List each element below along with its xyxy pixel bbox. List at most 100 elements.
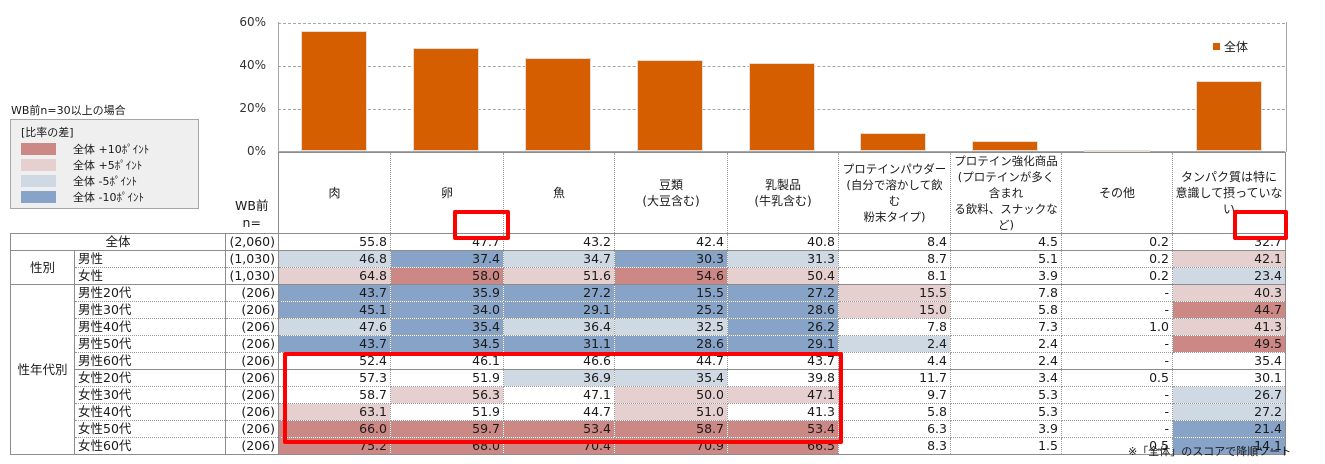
column-header-line: (牛乳含む) — [754, 194, 812, 208]
value-cell: 40.3 — [1172, 284, 1286, 302]
value-cell: 75.2 — [278, 437, 391, 455]
value-cell: 59.7 — [390, 420, 504, 438]
column-header: プロテインパウダー (自分で溶かして飲む 粉末タイプ) — [838, 152, 951, 234]
table-row: 性年代別 男性20代 (206) 43.7 35.9 27.2 15.5 27.2 15.5 7.… — [10, 284, 1286, 455]
plot-area — [278, 22, 1287, 152]
value-cell: 11.7 — [838, 369, 951, 387]
sample-size: (206) — [225, 352, 279, 370]
sort-footnote: ※「全体」のスコアで降順ソート — [1128, 445, 1292, 458]
row-label: 女性60代 — [74, 437, 226, 455]
value-cell: 44.7 — [503, 403, 615, 421]
bar-9 — [1196, 80, 1263, 151]
value-cell: 49.5 — [1172, 335, 1286, 353]
sample-size: (206) — [225, 437, 279, 455]
bar-8 — [1084, 150, 1151, 152]
value-cell: 1.0 — [1061, 318, 1173, 336]
value-cell: 5.3 — [950, 386, 1062, 404]
value-cell: 46.6 — [503, 352, 615, 370]
value-cell: 8.1 — [838, 267, 951, 285]
table-row: 女性30代 (206) 58.7 56.3 47.1 50.0 47.1 9.7 5.3-26.… — [11, 386, 1286, 404]
value-cell: 41.3 — [1172, 318, 1286, 336]
value-cell: 15.5 — [838, 284, 951, 302]
value-cell: 4.4 — [838, 352, 951, 370]
value-cell: 51.0 — [614, 403, 728, 421]
table-row: 男性50代 (206) 43.7 34.5 31.1 28.6 29.1 2.4 2.4-49.… — [11, 335, 1286, 353]
crosstab-table: WB前 n= 肉 卵 魚 豆類 (大豆含む) 乳製品 (牛乳含む) プロテインパウダー (自分で溶か… — [10, 152, 1286, 455]
row-label: 男性 — [74, 250, 226, 268]
bar-2 — [412, 48, 479, 151]
value-cell: 30.3 — [614, 250, 728, 268]
value-cell: 70.4 — [503, 437, 615, 455]
column-header: 肉 — [278, 152, 391, 234]
value-cell: 34.7 — [503, 250, 615, 268]
value-cell: 4.5 — [950, 233, 1062, 251]
sample-size: (1,030) — [225, 250, 279, 268]
value-cell: 50.4 — [727, 267, 839, 285]
column-header: 豆類 (大豆含む) — [614, 152, 728, 234]
value-cell: 30.1 — [1172, 369, 1286, 387]
value-cell: 63.1 — [278, 403, 391, 421]
legend-swatch-icon — [1213, 43, 1220, 50]
value-cell: 40.8 — [727, 233, 839, 251]
value-cell: 0.2 — [1061, 250, 1173, 268]
value-cell: 15.5 — [614, 284, 728, 302]
value-cell: 53.4 — [727, 420, 839, 438]
legend-label: 全体 — [1224, 40, 1249, 54]
value-cell: 57.3 — [278, 369, 391, 387]
y-tick-60: 60% — [239, 15, 266, 29]
value-cell: 55.8 — [278, 233, 391, 251]
value-cell: 66.0 — [278, 420, 391, 438]
value-cell: 0.5 — [1061, 437, 1173, 455]
table-row: 男性40代 (206) 47.6 35.4 36.4 32.5 26.2 7.8 7.3 1.0 4… — [11, 318, 1286, 336]
value-cell: 58.7 — [278, 386, 391, 404]
table-row: 女性 (1,030) 64.8 58.0 51.6 54.6 50.4 8.1 3.9 0.2 23… — [11, 267, 1286, 285]
bar-4 — [636, 59, 703, 151]
value-cell: 39.8 — [727, 369, 839, 387]
value-cell: 42.1 — [1172, 250, 1286, 268]
value-cell: 47.1 — [727, 386, 839, 404]
sample-size: (1,030) — [225, 267, 279, 285]
value-cell: 44.7 — [614, 352, 728, 370]
table-row: 男性60代 (206) 52.4 46.1 46.6 44.7 43.7 4.4 2.4-35.… — [11, 352, 1286, 370]
value-cell: 5.1 — [950, 250, 1062, 268]
value-cell: 47.6 — [278, 318, 391, 336]
sample-size: (2,060) — [225, 233, 279, 251]
table-row: 性別 男性 (1,030) 46.8 37.4 34.7 30.3 31.3 8.7 5.1 0.2… — [10, 250, 1286, 285]
table-row: 女性40代 (206) 63.1 51.9 44.7 51.0 41.3 5.8 5.3-27.… — [11, 403, 1286, 421]
value-cell: 41.3 — [727, 403, 839, 421]
y-tick-20: 20% — [239, 101, 266, 115]
value-cell: 35.4 — [390, 318, 504, 336]
column-header-line: プロテイン強化商品 — [954, 154, 1058, 168]
n-header: WB前 n= — [225, 152, 279, 234]
value-cell: 29.1 — [503, 301, 615, 319]
value-cell: 46.1 — [390, 352, 504, 370]
value-cell: 27.2 — [727, 284, 839, 302]
value-cell: 9.7 — [838, 386, 951, 404]
plus10-swatch-icon — [21, 143, 56, 155]
column-header: プロテイン強化商品 (プロテインが多く含まれ る飲料、スナックなど) — [950, 152, 1062, 234]
value-cell: 29.1 — [727, 335, 839, 353]
value-cell: 53.4 — [503, 420, 615, 438]
sample-size: (206) — [225, 403, 279, 421]
column-header-line: 意識して摂っていない — [1175, 186, 1283, 216]
n-header-line: n= — [242, 215, 261, 230]
value-cell: - — [1061, 386, 1173, 404]
value-cell: - — [1061, 420, 1173, 438]
column-header-line: プロテインパウダー — [842, 162, 947, 176]
value-cell: 3.4 — [950, 369, 1062, 387]
row-label: 男性50代 — [74, 335, 226, 353]
column-header-line: タンパク質は特に — [1180, 170, 1277, 184]
column-header-line: その他 — [1098, 186, 1135, 200]
value-cell: - — [1061, 335, 1173, 353]
value-cell: 0.5 — [1061, 369, 1173, 387]
header-blank — [10, 152, 226, 234]
value-cell: 56.3 — [390, 386, 504, 404]
value-cell: 47.7 — [390, 233, 504, 251]
value-cell: 14.1 — [1172, 437, 1286, 455]
value-cell: 31.1 — [503, 335, 615, 353]
value-cell: 7.3 — [950, 318, 1062, 336]
value-cell: 45.1 — [278, 301, 391, 319]
value-cell: 28.6 — [614, 335, 728, 353]
value-cell: 58.0 — [390, 267, 504, 285]
header-row: WB前 n= 肉 卵 魚 豆類 (大豆含む) 乳製品 (牛乳含む) プロテインパウダー (自分で溶か… — [10, 152, 1286, 234]
